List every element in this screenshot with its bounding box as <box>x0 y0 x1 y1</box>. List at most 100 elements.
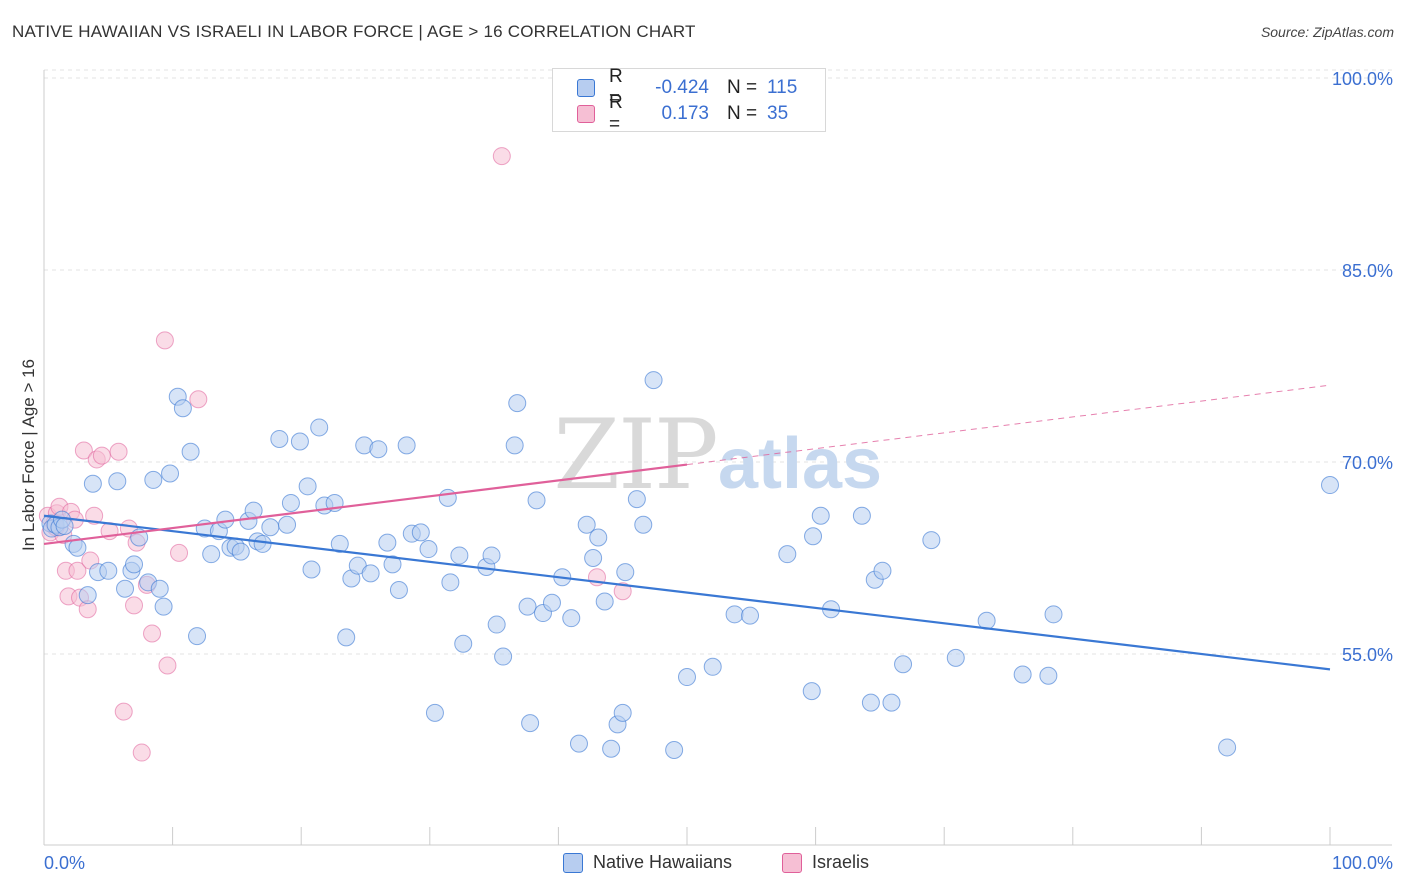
native-hawaiians-point <box>802 682 821 701</box>
native-hawaiians-point <box>508 394 527 413</box>
native-hawaiians-point <box>644 371 663 390</box>
native-hawaiians-point <box>154 597 173 616</box>
native-hawaiians-point <box>261 518 280 537</box>
israelis-point <box>74 441 93 460</box>
native-hawaiians-point <box>494 647 513 666</box>
israelis-point <box>158 656 177 675</box>
native-hawaiians-point <box>527 491 546 510</box>
native-hawaiians-point <box>454 634 473 653</box>
y-tick-label: 55.0% <box>1342 645 1393 665</box>
native-hawaiians-point <box>741 606 760 625</box>
legend-n-value: 115 <box>767 77 798 98</box>
native-hawaiians-point <box>278 515 297 534</box>
native-hawaiians-point <box>173 399 192 418</box>
israelis-trend-line <box>43 463 688 546</box>
y-tick-label: 100.0% <box>1332 69 1393 89</box>
native-hawaiians-trend-line <box>43 514 1331 671</box>
native-hawaiians-point <box>411 523 430 542</box>
native-hawaiians-point <box>330 534 349 553</box>
native-hawaiians-point <box>281 493 300 512</box>
native-hawaiians-point <box>161 464 180 483</box>
legend-r-label: R = <box>609 92 623 135</box>
native-hawaiians-point <box>505 436 524 455</box>
grid-lines <box>44 69 1392 655</box>
native-hawaiians-point <box>181 442 200 461</box>
native-hawaiians-points <box>41 371 1339 759</box>
native-hawaiians-point <box>725 605 744 624</box>
native-hawaiians-point <box>634 515 653 534</box>
israelis-point <box>109 442 128 461</box>
correlation-legend: R = -0.424 N = 115 R = 0.173 N = 35 <box>552 66 826 135</box>
legend-item-native-hawaiians: Native Hawaiians <box>563 852 732 873</box>
native-hawaiians-point <box>310 418 329 437</box>
native-hawaiians-point <box>216 510 235 529</box>
tick-labels: 55.0% 70.0% 85.0% 100.0% 0.0% 100.0% <box>44 69 1393 873</box>
native-hawaiians-point <box>613 703 632 722</box>
native-hawaiians-point <box>602 739 621 758</box>
native-hawaiians-point <box>678 668 696 687</box>
watermark: ZIP atlas <box>553 399 882 511</box>
native-hawaiians-point <box>861 693 880 712</box>
native-hawaiians-point <box>946 648 965 667</box>
y-tick-label: 70.0% <box>1342 453 1393 473</box>
native-hawaiians-point <box>1039 666 1058 685</box>
native-hawaiians-point <box>542 593 561 612</box>
legend-label-israelis: Israelis <box>812 852 870 872</box>
series-legend: Native Hawaiians Israelis <box>0 852 1406 876</box>
native-hawaiians-point <box>595 592 614 611</box>
native-hawaiians-point <box>482 546 501 565</box>
native-hawaiians-point <box>419 540 438 559</box>
legend-n-value: 35 <box>767 103 789 124</box>
legend-r-value: -0.424 <box>655 77 709 98</box>
native-hawaiians-point <box>616 563 635 582</box>
native-hawaiians-point <box>882 693 901 712</box>
legend-r-value: 0.173 <box>661 103 709 124</box>
native-hawaiians-point <box>778 545 797 564</box>
native-hawaiians-point <box>811 506 830 525</box>
israelis-point <box>170 543 189 562</box>
native-hawaiians-point <box>337 628 356 647</box>
native-hawaiians-point <box>150 579 169 598</box>
israelis-point <box>68 561 87 580</box>
native-hawaiians-point <box>144 470 163 489</box>
legend-swatch-pink <box>782 852 802 873</box>
native-hawaiians-point <box>253 534 272 553</box>
native-hawaiians-point <box>804 527 823 546</box>
israelis-point <box>143 624 162 643</box>
native-hawaiians-point <box>55 517 74 535</box>
israelis-point <box>125 596 144 615</box>
legend-row-israelis: R = 0.173 N = 35 <box>577 92 789 135</box>
native-hawaiians-point <box>99 561 118 580</box>
legend-swatch-blue <box>563 852 583 873</box>
israelis-point <box>114 702 133 721</box>
legend-item-israelis: Israelis <box>782 852 869 873</box>
legend-swatch-blue <box>577 79 595 97</box>
x-tick-label-end: 100.0% <box>1332 853 1393 873</box>
native-hawaiians-point <box>78 586 97 605</box>
israelis-point <box>92 446 111 465</box>
native-hawaiians-point <box>1044 605 1063 624</box>
native-hawaiians-point <box>231 542 250 561</box>
native-hawaiians-point <box>894 655 913 674</box>
israelis-point <box>613 582 632 601</box>
native-hawaiians-point <box>577 515 596 534</box>
x-tick-label-start: 0.0% <box>44 853 85 873</box>
native-hawaiians-point <box>270 429 289 448</box>
israelis-point <box>155 331 174 350</box>
native-hawaiians-point <box>108 472 127 491</box>
y-axis-label: In Labor Force | Age > 16 <box>19 359 38 551</box>
native-hawaiians-point <box>703 657 722 676</box>
native-hawaiians-point <box>665 741 684 759</box>
native-hawaiians-point <box>1013 665 1032 684</box>
native-hawaiians-point <box>383 555 402 574</box>
native-hawaiians-point <box>589 528 608 547</box>
native-hawaiians-point <box>521 714 540 733</box>
legend-n-label: N = <box>727 103 758 124</box>
legend-r-label: R = <box>609 66 623 109</box>
source-label: Source: ZipAtlas.com <box>1260 24 1394 40</box>
native-hawaiians-point <box>397 436 416 455</box>
chart-title: NATIVE HAWAIIAN VS ISRAELI IN LABOR FORC… <box>12 22 696 41</box>
native-hawaiians-point <box>584 549 603 567</box>
israelis-point <box>85 506 104 525</box>
